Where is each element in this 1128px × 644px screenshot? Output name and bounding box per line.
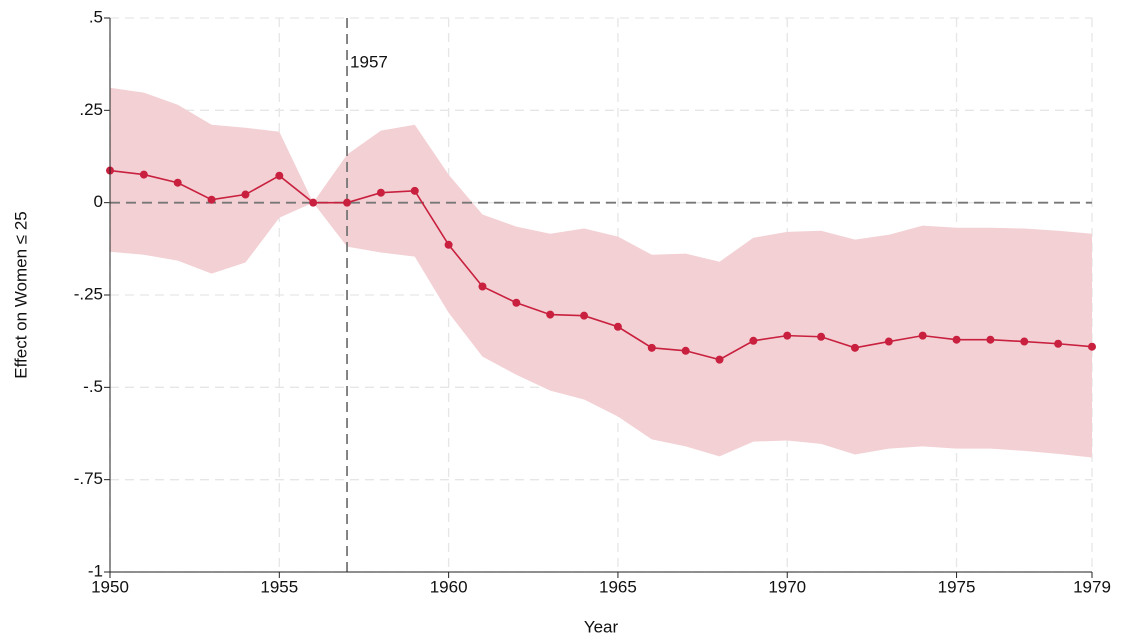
point bbox=[207, 195, 216, 204]
x-tick-label: 1955 bbox=[260, 577, 298, 596]
point bbox=[783, 331, 792, 340]
point bbox=[546, 310, 555, 319]
y-axis-title: Effect on Women ≤ 25 bbox=[11, 211, 30, 378]
point bbox=[850, 343, 859, 352]
point bbox=[512, 298, 521, 307]
y-tick-label: -1 bbox=[88, 561, 103, 580]
point bbox=[410, 186, 419, 195]
point bbox=[817, 332, 826, 341]
y-tick-label: -.75 bbox=[74, 469, 103, 488]
annotation: 1957 bbox=[350, 52, 388, 71]
point bbox=[343, 198, 352, 207]
x-tick-label: 1960 bbox=[430, 577, 468, 596]
point bbox=[139, 170, 148, 179]
point bbox=[478, 282, 487, 291]
point bbox=[613, 322, 622, 331]
point bbox=[918, 331, 927, 340]
y-tick-label: -.25 bbox=[74, 284, 103, 303]
point bbox=[952, 335, 961, 344]
confidence-band bbox=[110, 87, 1092, 458]
x-axis-title: Year bbox=[584, 617, 619, 636]
y-tick-label: -.5 bbox=[83, 377, 103, 396]
point bbox=[884, 337, 893, 346]
point bbox=[986, 335, 995, 344]
y-tick-label: 0 bbox=[94, 192, 103, 211]
point bbox=[1020, 337, 1029, 346]
point bbox=[444, 240, 453, 249]
line bbox=[109, 169, 1093, 361]
point bbox=[681, 346, 690, 355]
point bbox=[1054, 339, 1063, 348]
point bbox=[1088, 342, 1096, 351]
point bbox=[749, 336, 758, 345]
point bbox=[376, 188, 385, 197]
point bbox=[715, 355, 724, 364]
point bbox=[647, 343, 656, 352]
point bbox=[580, 311, 589, 320]
x-tick-label: 1975 bbox=[938, 577, 976, 596]
y-tick-label: .5 bbox=[89, 7, 103, 26]
x-tick-label: 1970 bbox=[768, 577, 806, 596]
point bbox=[309, 198, 318, 207]
x-tick-label: 1979 bbox=[1073, 577, 1111, 596]
point bbox=[275, 171, 284, 180]
point bbox=[241, 190, 250, 199]
y-tick-label: .25 bbox=[79, 100, 103, 119]
x-tick-label: 1950 bbox=[91, 577, 129, 596]
point bbox=[173, 178, 182, 187]
x-tick-label: 1965 bbox=[599, 577, 637, 596]
